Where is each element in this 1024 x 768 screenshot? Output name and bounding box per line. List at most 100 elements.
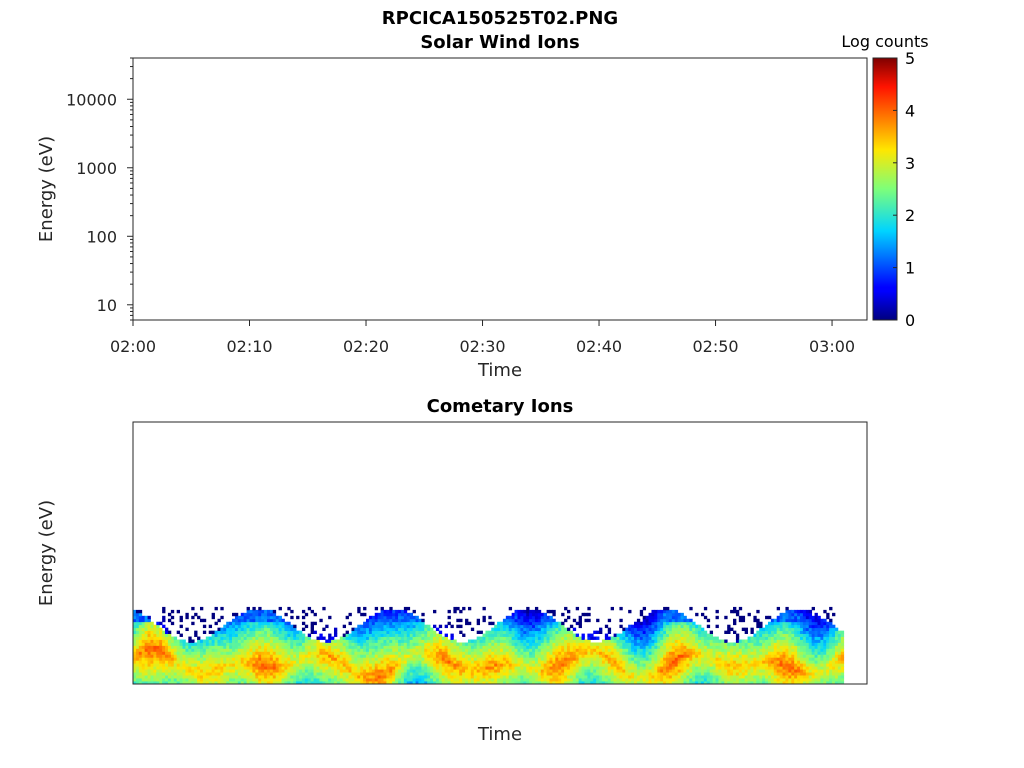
heatmap-cell bbox=[776, 663, 781, 667]
heatmap-cell bbox=[162, 618, 166, 623]
heatmap-cell bbox=[281, 651, 285, 655]
heatmap-cell bbox=[415, 663, 419, 667]
heatmap-cell bbox=[666, 633, 670, 637]
heatmap-cell bbox=[444, 666, 448, 670]
heatmap-cell bbox=[709, 666, 714, 670]
heatmap-cell bbox=[779, 654, 783, 658]
heatmap-cell bbox=[596, 675, 600, 679]
heatmap-cell bbox=[333, 645, 338, 649]
heatmap-cell bbox=[523, 663, 527, 667]
heatmap-cell bbox=[456, 606, 460, 611]
heatmap-cell bbox=[779, 681, 783, 684]
heatmap-cell bbox=[135, 639, 140, 643]
heatmap-cell bbox=[406, 678, 411, 682]
heatmap-cell bbox=[692, 645, 696, 649]
heatmap-cell bbox=[613, 633, 617, 637]
heatmap-cell bbox=[418, 630, 422, 634]
heatmap-cell bbox=[246, 681, 250, 684]
heatmap-cell bbox=[555, 672, 559, 676]
heatmap-cell bbox=[433, 672, 437, 676]
heatmap-cell bbox=[689, 633, 693, 637]
heatmap-cell bbox=[811, 663, 815, 667]
heatmap-cell bbox=[275, 681, 280, 684]
heatmap-cell bbox=[543, 621, 547, 626]
heatmap-cell bbox=[584, 663, 588, 667]
heatmap-cell bbox=[578, 624, 582, 629]
heatmap-cell bbox=[409, 630, 414, 634]
heatmap-cell bbox=[435, 663, 440, 667]
heatmap-cell bbox=[310, 675, 314, 679]
heatmap-cell bbox=[770, 618, 775, 623]
heatmap-cell bbox=[537, 681, 542, 684]
heatmap-cell bbox=[301, 663, 306, 667]
heatmap-cell bbox=[680, 672, 684, 676]
heatmap-cell bbox=[261, 636, 265, 640]
heatmap-cell bbox=[593, 654, 597, 658]
heatmap-cell bbox=[625, 639, 629, 643]
heatmap-cell bbox=[494, 642, 498, 646]
heatmap-cell bbox=[636, 651, 641, 655]
heatmap-cell bbox=[400, 660, 405, 664]
heatmap-cell bbox=[386, 639, 390, 643]
heatmap-cell bbox=[642, 645, 647, 649]
heatmap-cell bbox=[520, 627, 524, 632]
heatmap-cell bbox=[727, 645, 731, 649]
heatmap-cell bbox=[770, 648, 775, 652]
heatmap-cell bbox=[590, 666, 594, 670]
heatmap-cell bbox=[756, 651, 760, 655]
heatmap-cell bbox=[762, 669, 766, 673]
heatmap-cell bbox=[191, 606, 195, 611]
heatmap-cell bbox=[433, 669, 437, 673]
heatmap-cell bbox=[695, 639, 699, 643]
heatmap-cell bbox=[392, 627, 396, 632]
heatmap-cell bbox=[392, 660, 396, 664]
heatmap-cell bbox=[296, 663, 300, 667]
heatmap-cell bbox=[700, 666, 705, 670]
heatmap-cell bbox=[692, 630, 696, 634]
heatmap-cell bbox=[400, 657, 405, 661]
heatmap-cell bbox=[389, 645, 393, 649]
heatmap-cell bbox=[526, 606, 530, 611]
heatmap-cell bbox=[566, 636, 571, 640]
heatmap-cell bbox=[133, 666, 137, 670]
heatmap-cell bbox=[520, 609, 524, 614]
heatmap-cell bbox=[173, 645, 178, 649]
heatmap-cell bbox=[261, 678, 265, 682]
heatmap-cell bbox=[223, 654, 227, 658]
heatmap-cell bbox=[517, 633, 521, 637]
heatmap-cell bbox=[692, 663, 696, 667]
heatmap-cell bbox=[776, 606, 781, 611]
heatmap-cell bbox=[735, 633, 740, 637]
heatmap-cell bbox=[462, 666, 466, 670]
heatmap-cell bbox=[389, 627, 393, 632]
heatmap-cell bbox=[400, 669, 405, 673]
heatmap-cell bbox=[628, 648, 632, 652]
heatmap-cell bbox=[173, 681, 178, 684]
heatmap-cell bbox=[284, 624, 288, 629]
heatmap-cell bbox=[482, 669, 486, 673]
heatmap-cell bbox=[252, 639, 256, 643]
heatmap-cell bbox=[240, 651, 245, 655]
heatmap-cell bbox=[616, 678, 620, 682]
heatmap-cell bbox=[269, 609, 274, 614]
heatmap-cell bbox=[802, 681, 807, 684]
heatmap-cell bbox=[747, 657, 751, 661]
heatmap-cell bbox=[229, 678, 233, 682]
heatmap-cell bbox=[147, 615, 151, 620]
heatmap-cell bbox=[133, 639, 137, 643]
heatmap-cell bbox=[202, 639, 207, 643]
heatmap-cell bbox=[791, 645, 795, 649]
heatmap-cell bbox=[715, 669, 719, 673]
heatmap-cell bbox=[208, 624, 213, 629]
heatmap-cell bbox=[345, 666, 349, 670]
heatmap-cell bbox=[476, 651, 481, 655]
heatmap-cell bbox=[517, 654, 521, 658]
heatmap-cell bbox=[555, 681, 559, 684]
heatmap-cell bbox=[482, 648, 486, 652]
heatmap-cell bbox=[159, 681, 163, 684]
heatmap-cell bbox=[185, 615, 189, 620]
heatmap-cell bbox=[782, 633, 786, 637]
heatmap-cell bbox=[255, 618, 259, 623]
heatmap-cell bbox=[336, 657, 341, 661]
heatmap-cell bbox=[785, 663, 789, 667]
